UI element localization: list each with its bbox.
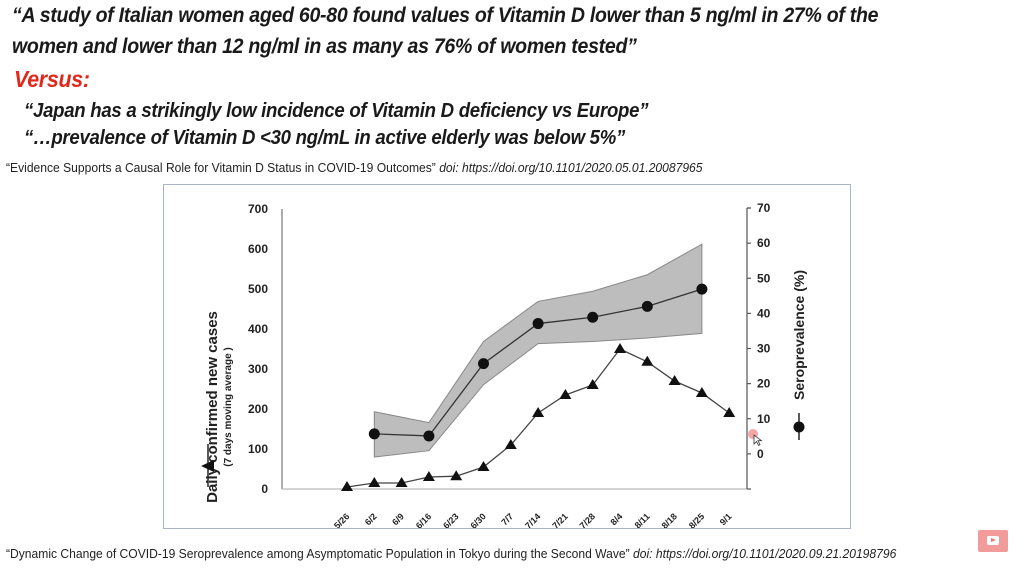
x-axis-tick-label: 6/2	[363, 511, 379, 527]
x-axis-tick-label: 7/21	[550, 511, 569, 528]
left-axis-tick-label: 200	[248, 402, 268, 416]
x-axis-tick-label: 9/1	[718, 511, 734, 527]
seroprevalence-point	[368, 428, 380, 440]
quote-japan-incidence: “Japan has a strikingly low incidence of…	[24, 100, 649, 122]
youtube-play-icon[interactable]	[978, 530, 1008, 552]
right-axis-tick-label: 60	[757, 236, 771, 250]
citation-doi-link[interactable]: doi: https://doi.org/10.1101/2020.05.01.…	[439, 160, 703, 175]
versus-heading: Versus:	[14, 66, 90, 92]
x-axis-tick-label: 8/11	[633, 511, 652, 528]
legend-circle-icon	[793, 421, 805, 433]
cases-point	[422, 471, 435, 481]
legend-circle-marker	[793, 413, 805, 440]
seroprevalence-confidence-band	[373, 243, 703, 458]
right-axis-tick-label: 50	[757, 271, 771, 285]
x-axis-tick-label: 5/26	[332, 511, 351, 528]
cases-point	[395, 477, 408, 487]
cases-point	[477, 461, 490, 471]
cases-point	[586, 379, 599, 389]
right-axis-tick-label: 10	[757, 412, 771, 426]
chart-frame: 0 100 200 300 400 500 600 700 0 10 20 30 40 50 60 70 5/…	[163, 184, 851, 529]
seroprevalence-point	[423, 430, 435, 442]
x-axis-tick-label: 7/7	[499, 511, 515, 527]
right-axis-tick-label: 70	[757, 201, 771, 215]
cases-point	[559, 389, 572, 399]
cases-point	[614, 343, 626, 353]
left-axis-tick-label: 600	[248, 242, 268, 256]
right-axis-tick-label: 30	[757, 342, 771, 356]
cases-point	[723, 407, 736, 417]
x-axis-tick-label: 6/16	[414, 511, 433, 528]
x-axis-tick-label: 6/9	[390, 511, 406, 527]
left-axis-title: Daily confirmed new cases	[204, 311, 221, 503]
left-axis-tick-label: 400	[248, 322, 268, 336]
quote-japan-prevalence: “…prevalence of Vitamin D <30 ng/mL in a…	[24, 127, 626, 149]
x-axis-tick-label: 6/30	[468, 511, 487, 528]
quote-italian-study-line2: women and lower than 12 ng/ml in as many…	[12, 35, 637, 58]
seroprevalence-point	[478, 358, 489, 370]
left-axis-tick-label: 500	[248, 282, 268, 296]
chart: 0 100 200 300 400 500 600 700 0 10 20 30 40 50 60 70 5/…	[201, 201, 807, 528]
x-axis-tick-label: 7/14	[523, 511, 542, 528]
right-axis-tick-label: 20	[757, 377, 771, 391]
quote-italian-study-line1: “A study of Italian women aged 60-80 fou…	[12, 4, 879, 27]
seroprevalence-point	[641, 300, 653, 312]
cursor-indicator	[748, 429, 763, 447]
x-axis-tick-label: 8/25	[687, 511, 706, 528]
right-axis-title: Seroprevalence (%)	[791, 270, 807, 400]
legend-triangle-icon	[201, 460, 214, 472]
cases-point	[695, 387, 708, 397]
citation-tokyo-seroprevalence: “Dynamic Change of COVID-19 Seroprevalen…	[6, 546, 896, 561]
right-axis-tick-label: 40	[757, 306, 771, 320]
x-axis-tick-label: 8/18	[660, 511, 679, 528]
seroprevalence-point	[532, 318, 544, 330]
x-axis-tick-label: 6/23	[441, 511, 460, 528]
left-axis-tick-label: 300	[248, 362, 268, 376]
citation-doi-link[interactable]: doi: https://doi.org/10.1101/2020.09.21.…	[633, 546, 897, 561]
x-axis-tick-label: 8/4	[608, 511, 624, 527]
left-axis-subtitle: (7 days moving average )	[223, 347, 234, 467]
citation-title: “Evidence Supports a Causal Role for Vit…	[6, 160, 436, 175]
cases-point	[450, 470, 463, 481]
citation-title: “Dynamic Change of COVID-19 Seroprevalen…	[6, 546, 630, 561]
cases-point	[368, 477, 381, 487]
mouse-pointer-icon	[753, 434, 763, 447]
left-axis-tick-label: 100	[248, 442, 268, 456]
cases-point	[668, 375, 681, 385]
legend-triangle-marker	[201, 444, 214, 487]
cases-point	[504, 439, 517, 449]
x-axis-tick-label: 7/28	[578, 511, 597, 528]
left-axis-tick-label: 700	[248, 202, 268, 216]
seroprevalence-point	[696, 283, 708, 295]
left-axis-tick-label: 0	[261, 482, 268, 496]
cases-point	[641, 355, 654, 366]
cases-point	[532, 407, 545, 417]
right-axis-tick-label: 0	[757, 447, 764, 461]
cases-point	[341, 481, 353, 491]
citation-vitamin-d: “Evidence Supports a Causal Role for Vit…	[6, 160, 702, 175]
seroprevalence-point	[587, 311, 599, 323]
